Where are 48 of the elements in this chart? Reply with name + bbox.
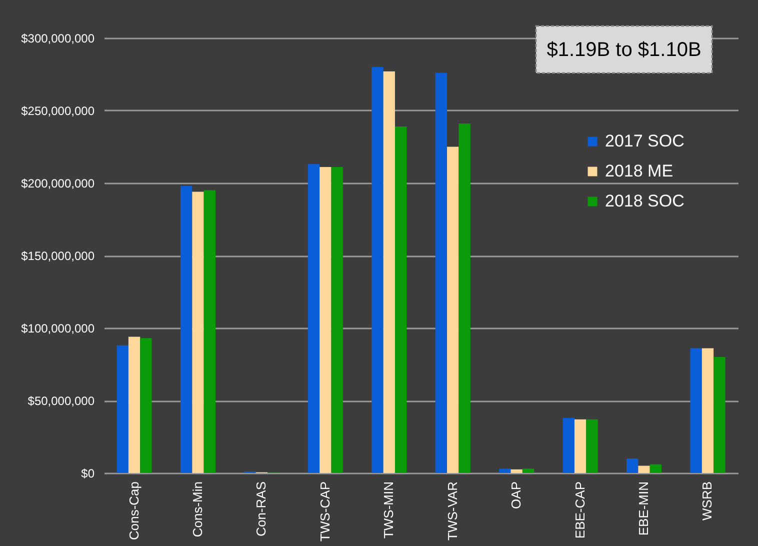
- annotation: $1.19B to $1.10B: [546, 39, 702, 61]
- y-tick-label: $100,000,000: [21, 322, 95, 336]
- bar: [522, 468, 534, 473]
- y-tick-label: $0: [81, 466, 95, 480]
- x-tick-label: TWS-VAR: [444, 482, 460, 540]
- bar: [510, 469, 522, 473]
- y-tick-label: $150,000,000: [21, 249, 95, 263]
- bar: [140, 338, 152, 473]
- bar: [714, 357, 726, 473]
- bar: [372, 67, 384, 473]
- y-tick-label: $50,000,000: [28, 394, 95, 408]
- legend-label: 2017 SOC: [605, 132, 684, 150]
- legend-label: 2018 ME: [605, 162, 674, 180]
- bar: [574, 419, 586, 473]
- bar: [308, 164, 320, 473]
- y-tick-label: $300,000,000: [21, 32, 95, 46]
- bar: [626, 458, 638, 473]
- bar: [562, 418, 574, 473]
- bar: [204, 190, 216, 473]
- bar: [180, 186, 192, 473]
- y-tick-label: $250,000,000: [21, 104, 95, 118]
- x-tick-label: EBE-CAP: [572, 482, 588, 539]
- bar: [499, 468, 511, 473]
- bar: [192, 192, 204, 473]
- x-tick-label: Cons-Min: [190, 482, 205, 538]
- bar: [394, 126, 407, 473]
- bar: [320, 167, 332, 473]
- bar: [447, 146, 459, 473]
- bar: [650, 464, 662, 473]
- x-tick-label: TWS-MIN: [381, 482, 396, 539]
- legend-label: 2018 SOC: [605, 192, 684, 210]
- bar: [383, 71, 395, 473]
- bar: [458, 124, 470, 473]
- bar: [331, 167, 343, 473]
- bar: [128, 336, 140, 473]
- bar: [690, 348, 702, 473]
- y-tick-label: $200,000,000: [21, 176, 95, 190]
- bar: [638, 466, 650, 473]
- x-tick-label: WSRB: [700, 482, 715, 520]
- bar: [702, 348, 714, 473]
- x-tick-label: Con-RAS: [254, 481, 269, 536]
- bar: [586, 419, 598, 473]
- x-tick-label: TWS-CAP: [317, 482, 332, 542]
- bar: [435, 72, 448, 473]
- x-tick-label: EBE-MIN: [636, 482, 652, 536]
- x-tick-label: OAP: [508, 482, 524, 509]
- bar: [116, 345, 128, 473]
- x-tick-label: Cons-Cap: [126, 482, 142, 540]
